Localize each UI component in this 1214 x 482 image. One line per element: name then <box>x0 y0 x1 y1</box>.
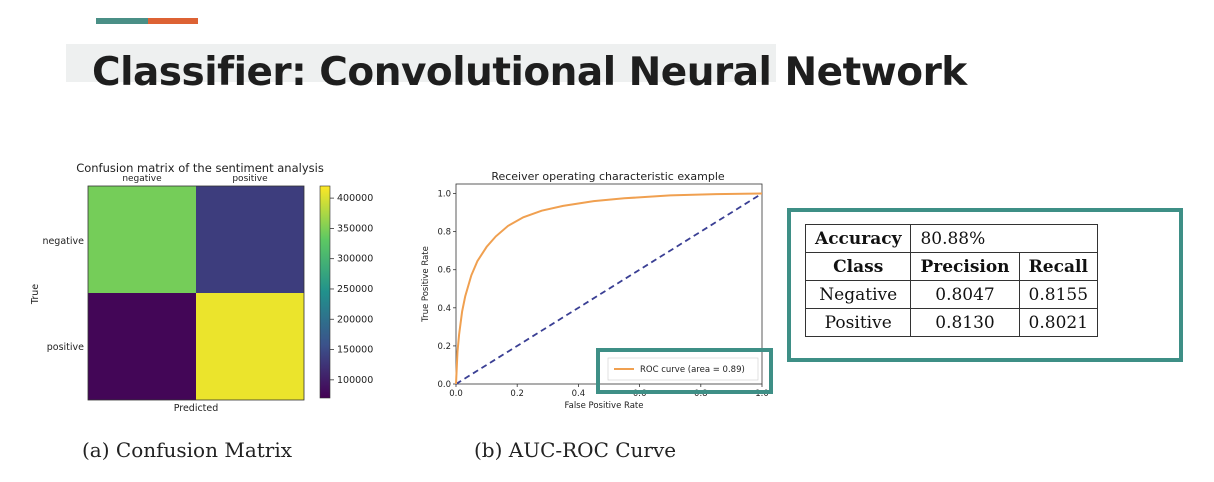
cm-colorbar-tick-label: 100000 <box>337 375 373 386</box>
cm-cell <box>88 293 196 400</box>
roc-xlabel: False Positive Rate <box>565 401 644 411</box>
header-recall: Recall <box>1018 252 1099 281</box>
roc-ytick-label: 0.2 <box>437 342 451 352</box>
cell-recall: 0.8021 <box>1018 308 1099 337</box>
cell-recall: 0.8155 <box>1018 280 1099 309</box>
cell-precision: 0.8130 <box>910 308 1020 337</box>
roc-ytick-label: 0.4 <box>437 304 451 314</box>
cm-cell <box>196 186 304 293</box>
caption-confusion-matrix: (a) Confusion Matrix <box>82 438 293 462</box>
roc-xtick-label: 0.0 <box>449 389 463 399</box>
cm-xtick-top-negative: negative <box>122 174 162 184</box>
roc-legend-box <box>607 357 759 381</box>
table-row: Negative 0.8047 0.8155 <box>804 280 1099 309</box>
roc-title: Receiver operating characteristic exampl… <box>491 170 725 183</box>
cm-cells <box>88 186 304 400</box>
roc-diagonal-line <box>455 192 763 385</box>
confusion-matrix-figure: Confusion matrix of the sentiment analys… <box>30 161 373 414</box>
table-row-accuracy: Accuracy 80.88% <box>804 224 1099 253</box>
roc-figure: Receiver operating characteristic exampl… <box>421 170 773 411</box>
cm-colorbar <box>319 185 331 399</box>
cm-colorbar-tick-label: 200000 <box>337 314 373 325</box>
metrics-highlight-frame <box>787 208 1183 362</box>
cm-ytick-negative: negative <box>42 236 84 247</box>
header-precision: Precision <box>910 252 1020 281</box>
cm-colorbar-tick-label: 300000 <box>337 254 373 265</box>
roc-xtick-label: 0.2 <box>510 389 524 399</box>
cell-precision: 0.8047 <box>910 280 1020 309</box>
table-header-row: Class Precision Recall <box>804 252 1099 281</box>
roc-curve-line <box>455 192 763 385</box>
cell-class: Positive <box>804 308 912 337</box>
roc-ytick-label: 0.8 <box>437 228 451 238</box>
cm-colorbar-tick-label: 250000 <box>337 284 373 295</box>
roc-xtick-label: 0.4 <box>572 389 586 399</box>
roc-ylabel: True Positive Rate <box>421 246 431 323</box>
cm-colorbar-tick-label: 150000 <box>337 345 373 356</box>
metrics-table: Accuracy 80.88% Class Precision Recall N… <box>804 224 1099 337</box>
accent-bar-teal <box>96 18 148 24</box>
slide-title: Classifier: Convolutional Neural Network <box>92 50 967 95</box>
roc-ytick-label: 1.0 <box>437 190 451 200</box>
cm-cell <box>196 293 304 400</box>
cm-cell <box>88 186 196 293</box>
header-class: Class <box>804 252 912 281</box>
roc-frame <box>455 183 763 385</box>
cm-colorbar-tick-label: 350000 <box>337 223 373 234</box>
caption-auc-roc: (b) AUC-ROC Curve <box>474 438 677 462</box>
cm-title: Confusion matrix of the sentiment analys… <box>76 161 324 175</box>
cm-ylabel: True <box>30 284 41 305</box>
cm-colorbar-tick-label: 400000 <box>337 193 373 204</box>
cm-ytick-positive: positive <box>47 342 84 353</box>
table-row: Positive 0.8130 0.8021 <box>804 308 1099 337</box>
roc-legend-label: ROC curve (area = 0.89) <box>640 365 745 375</box>
roc-legend-highlight <box>596 348 773 394</box>
cm-frame <box>87 185 305 401</box>
cm-colorbar-ticks: 400000 350000 300000 250000 200000 150000 1000… <box>330 193 373 386</box>
cm-xtick-top-positive: positive <box>232 174 268 184</box>
roc-ytick-label: 0.6 <box>437 266 451 276</box>
title-band <box>66 44 776 82</box>
cell-class: Negative <box>804 280 912 309</box>
accuracy-label: Accuracy <box>804 224 912 253</box>
accent-bar-orange <box>148 18 198 24</box>
cm-xlabel: Predicted <box>174 403 219 414</box>
roc-ytick-label: 0.0 <box>437 380 451 390</box>
accuracy-value: 80.88% <box>910 224 1099 253</box>
